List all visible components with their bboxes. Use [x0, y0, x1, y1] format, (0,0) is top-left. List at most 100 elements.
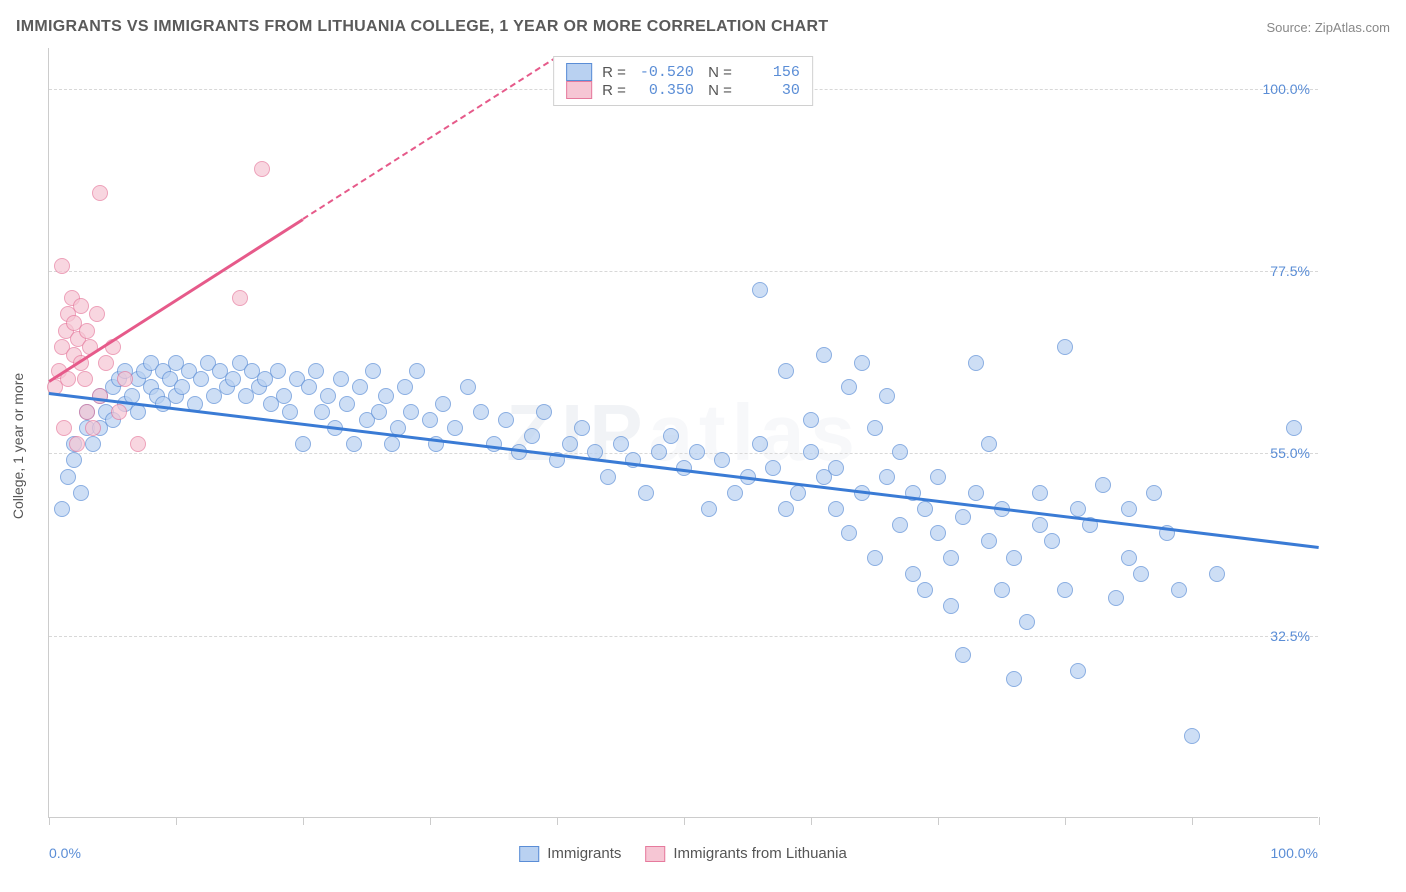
data-point	[803, 444, 819, 460]
data-point	[333, 371, 349, 387]
x-tick	[1319, 817, 1320, 825]
data-point	[69, 436, 85, 452]
data-point	[1032, 485, 1048, 501]
data-point	[1006, 550, 1022, 566]
trend-line	[302, 56, 557, 220]
data-point	[828, 501, 844, 517]
data-point	[66, 452, 82, 468]
y-tick-label: 55.0%	[1270, 445, 1310, 461]
correlation-n: 156	[742, 64, 800, 81]
data-point	[111, 404, 127, 420]
data-point	[943, 550, 959, 566]
data-point	[955, 647, 971, 663]
data-point	[79, 404, 95, 420]
data-point	[77, 371, 93, 387]
data-point	[1209, 566, 1225, 582]
data-point	[841, 379, 857, 395]
x-tick	[557, 817, 558, 825]
data-point	[301, 379, 317, 395]
data-point	[232, 290, 248, 306]
data-point	[778, 501, 794, 517]
data-point	[968, 355, 984, 371]
data-point	[613, 436, 629, 452]
data-point	[54, 501, 70, 517]
correlation-n: 30	[742, 82, 800, 99]
x-tick	[938, 817, 939, 825]
data-point	[193, 371, 209, 387]
legend-swatch	[645, 846, 665, 862]
data-point	[1133, 566, 1149, 582]
data-point	[879, 388, 895, 404]
data-point	[1070, 501, 1086, 517]
data-point	[727, 485, 743, 501]
data-point	[498, 412, 514, 428]
trend-line	[49, 392, 1319, 548]
data-point	[54, 258, 70, 274]
data-point	[89, 306, 105, 322]
data-point	[85, 420, 101, 436]
data-point	[56, 420, 72, 436]
y-tick-label: 32.5%	[1270, 628, 1310, 644]
data-point	[854, 355, 870, 371]
data-point	[174, 379, 190, 395]
data-point	[828, 460, 844, 476]
data-point	[930, 525, 946, 541]
data-point	[917, 501, 933, 517]
data-point	[314, 404, 330, 420]
y-axis-label: College, 1 year or more	[10, 373, 26, 519]
x-tick-label: 100.0%	[1271, 845, 1318, 861]
data-point	[816, 347, 832, 363]
data-point	[384, 436, 400, 452]
gridline	[49, 636, 1318, 637]
data-point	[1070, 663, 1086, 679]
data-point	[409, 363, 425, 379]
gridline	[49, 453, 1318, 454]
data-point	[981, 436, 997, 452]
data-point	[1057, 339, 1073, 355]
data-point	[1044, 533, 1060, 549]
data-point	[1121, 550, 1137, 566]
y-tick-label: 77.5%	[1270, 263, 1310, 279]
data-point	[60, 469, 76, 485]
series-legend-item: Immigrants from Lithuania	[645, 845, 846, 862]
data-point	[225, 371, 241, 387]
data-point	[339, 396, 355, 412]
x-tick	[1065, 817, 1066, 825]
y-tick-label: 100.0%	[1263, 81, 1310, 97]
series-legend: ImmigrantsImmigrants from Lithuania	[519, 845, 847, 862]
data-point	[943, 598, 959, 614]
x-tick	[176, 817, 177, 825]
data-point	[422, 412, 438, 428]
data-point	[1032, 517, 1048, 533]
data-point	[276, 388, 292, 404]
plot-area: ZIPatlas 32.5%55.0%77.5%100.0%0.0%100.0%	[48, 48, 1318, 818]
legend-swatch	[566, 81, 592, 99]
data-point	[117, 371, 133, 387]
data-point	[968, 485, 984, 501]
data-point	[803, 412, 819, 428]
data-point	[403, 404, 419, 420]
data-point	[689, 444, 705, 460]
data-point	[371, 404, 387, 420]
data-point	[378, 388, 394, 404]
data-point	[1095, 477, 1111, 493]
data-point	[752, 282, 768, 298]
chart-source: Source: ZipAtlas.com	[1266, 20, 1390, 35]
correlation-legend-row: R =-0.520 N =156	[566, 63, 800, 81]
data-point	[905, 566, 921, 582]
data-point	[867, 420, 883, 436]
x-tick	[811, 817, 812, 825]
data-point	[1184, 728, 1200, 744]
correlation-r: -0.520	[636, 64, 694, 81]
data-point	[270, 363, 286, 379]
data-point	[1057, 582, 1073, 598]
data-point	[1108, 590, 1124, 606]
data-point	[435, 396, 451, 412]
x-tick	[49, 817, 50, 825]
x-tick	[1192, 817, 1193, 825]
data-point	[397, 379, 413, 395]
data-point	[651, 444, 667, 460]
data-point	[73, 485, 89, 501]
chart-title: IMMIGRANTS VS IMMIGRANTS FROM LITHUANIA …	[16, 18, 828, 36]
data-point	[1019, 614, 1035, 630]
